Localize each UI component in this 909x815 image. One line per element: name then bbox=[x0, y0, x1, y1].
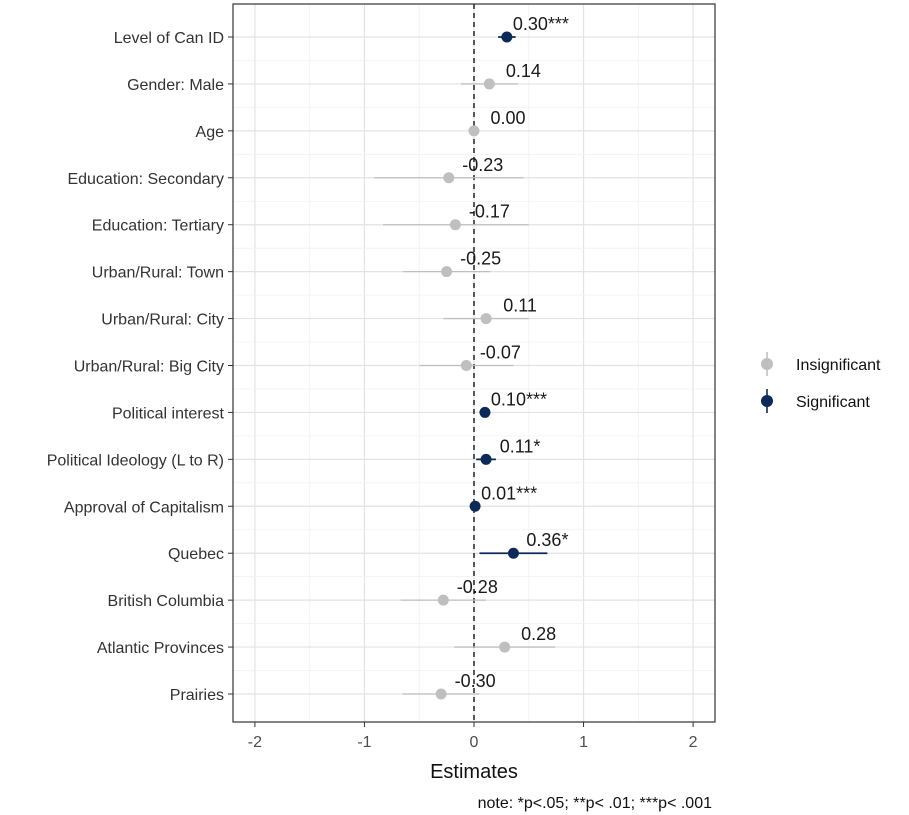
axes: Level of Can ID Gender: Male Age Education:… bbox=[47, 30, 698, 751]
estimate-label: 0.11* bbox=[500, 436, 541, 456]
estimate-point bbox=[437, 594, 449, 606]
y-tick-label: Education: Tertiary bbox=[92, 218, 224, 235]
estimate-point bbox=[460, 360, 472, 371]
y-tick-label: Age bbox=[196, 124, 225, 141]
y-tick-label: Approval of Capitalism bbox=[64, 499, 224, 516]
legend: Insignificant Significant bbox=[761, 352, 881, 413]
estimate-point bbox=[483, 78, 495, 90]
y-tick-label: Level of Can ID bbox=[114, 30, 224, 47]
estimate-label: -0.23 bbox=[462, 155, 503, 175]
x-tick-label: -1 bbox=[357, 734, 371, 751]
legend-key-point bbox=[761, 395, 773, 407]
y-tick-label: Quebec bbox=[168, 546, 224, 563]
y-tick-label: Urban/Rural: Town bbox=[92, 265, 224, 282]
legend-label: Insignificant bbox=[796, 357, 881, 374]
estimate-label: -0.07 bbox=[480, 343, 521, 363]
estimate-label: -0.17 bbox=[469, 202, 510, 222]
x-axis-title: Estimates bbox=[430, 761, 518, 783]
y-tick-label: Education: Secondary bbox=[67, 171, 224, 188]
estimate-label: -0.30 bbox=[455, 671, 496, 691]
y-tick-label: Political interest bbox=[112, 405, 225, 422]
estimate-point bbox=[507, 547, 519, 559]
estimate-point bbox=[468, 125, 480, 137]
estimate-point bbox=[441, 266, 453, 278]
estimate-label: 0.00 bbox=[490, 108, 525, 128]
estimate-label: 0.14 bbox=[506, 61, 541, 81]
grid bbox=[233, 4, 715, 722]
estimate-label: 0.28 bbox=[521, 624, 556, 644]
x-tick-label: 0 bbox=[470, 734, 479, 751]
estimate-label: 0.01*** bbox=[481, 483, 537, 503]
y-tick-label: British Columbia bbox=[108, 593, 225, 610]
x-tick-label: 1 bbox=[579, 734, 588, 751]
estimate-label: 0.30*** bbox=[513, 14, 569, 34]
estimate-point bbox=[469, 500, 481, 512]
legend-key-point bbox=[761, 358, 773, 370]
estimate-point bbox=[501, 31, 513, 43]
estimate-point bbox=[499, 641, 511, 653]
estimate-label: 0.11 bbox=[503, 296, 537, 316]
x-tick-label: -2 bbox=[248, 734, 262, 751]
y-tick-label: Prairies bbox=[170, 687, 224, 704]
legend-label: Significant bbox=[796, 394, 870, 411]
plot-marks: 0.30*** 0.14 0.00 -0.23 -0.17 -0.25 0.11 -0.07 0… bbox=[374, 4, 569, 722]
estimate-label: 0.10*** bbox=[491, 389, 547, 409]
estimate-point bbox=[449, 219, 461, 231]
significance-note: note: *p<.05; **p< .01; ***p< .001 bbox=[478, 795, 713, 812]
y-tick-label: Urban/Rural: Big City bbox=[74, 359, 224, 376]
estimate-point bbox=[443, 172, 455, 184]
y-tick-label: Gender: Male bbox=[127, 77, 224, 94]
estimate-label: -0.28 bbox=[457, 577, 498, 597]
estimate-label: 0.36* bbox=[526, 530, 568, 550]
estimate-point bbox=[480, 313, 492, 325]
legend-item: Insignificant bbox=[761, 352, 881, 376]
y-tick-label: Urban/Rural: City bbox=[101, 312, 224, 329]
x-tick-label: 2 bbox=[689, 734, 698, 751]
y-tick-label: Atlantic Provinces bbox=[97, 640, 224, 657]
y-tick-label: Political Ideology (L to R) bbox=[47, 452, 224, 469]
estimate-label: -0.25 bbox=[460, 249, 501, 269]
estimate-point bbox=[480, 453, 492, 465]
estimate-point bbox=[435, 688, 447, 700]
estimate-point bbox=[479, 406, 491, 418]
legend-item: Significant bbox=[761, 389, 870, 413]
